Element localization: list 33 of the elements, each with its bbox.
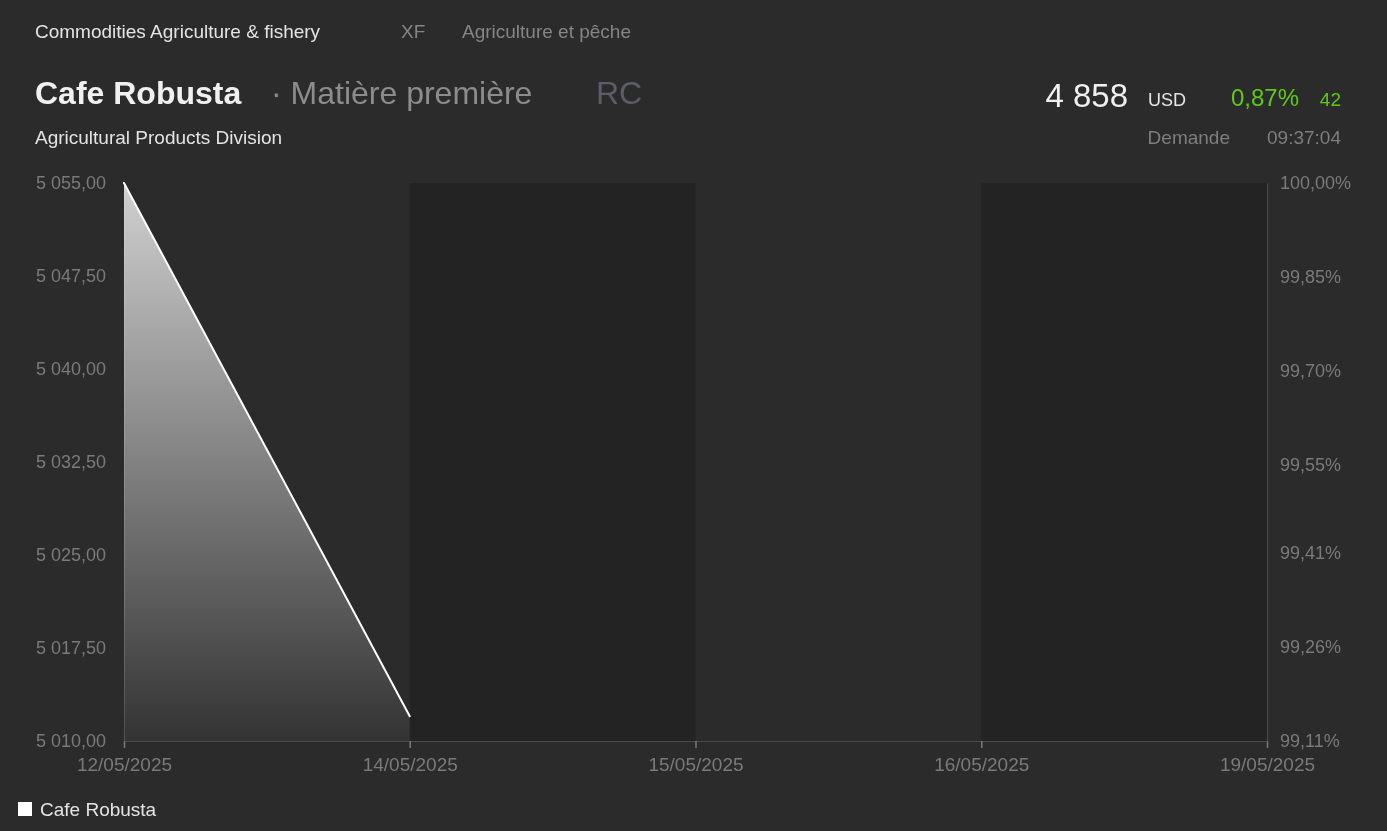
y2-tick-label: 99,85% bbox=[1280, 267, 1342, 288]
y-tick-label: 5 040,00 bbox=[35, 359, 106, 380]
x-tick-label: 16/05/2025 bbox=[934, 754, 1030, 776]
y-tick-label: 5 025,00 bbox=[35, 545, 106, 566]
y-tick-label: 5 032,50 bbox=[35, 452, 106, 473]
y2-tick-label: 99,70% bbox=[1280, 361, 1342, 382]
text: 09:37:04 bbox=[1267, 127, 1342, 148]
text: 4 858 bbox=[1045, 77, 1128, 114]
text: · Matière première bbox=[271, 75, 533, 111]
x-tick-label: 12/05/2025 bbox=[76, 754, 173, 776]
y2-tick-label: 99,11% bbox=[1280, 731, 1340, 752]
y-tick-label: 5 047,50 bbox=[35, 266, 106, 287]
y2-tick-label: 99,26% bbox=[1280, 637, 1342, 658]
text: Agriculture et pêche bbox=[462, 21, 631, 42]
legend-label: Cafe Robusta bbox=[40, 798, 157, 820]
y2-tick-label: 100,00% bbox=[1280, 173, 1352, 194]
y2-tick-label: 99,41% bbox=[1280, 543, 1342, 564]
x-tick-label: 14/05/2025 bbox=[362, 754, 458, 776]
y-tick-label: 5 055,00 bbox=[35, 173, 106, 194]
text: 0,87% bbox=[1230, 84, 1299, 111]
x-tick-label: 19/05/2025 bbox=[1219, 754, 1316, 776]
chart-subtitle: Agricultural Products Division bbox=[35, 127, 283, 148]
text: Commodities Agriculture & fishery bbox=[35, 21, 321, 42]
text: RC bbox=[596, 75, 643, 111]
chart-title: Cafe Robusta bbox=[35, 75, 242, 111]
x-tick-label: 15/05/2025 bbox=[648, 754, 744, 776]
text: XF bbox=[401, 21, 426, 42]
text: USD bbox=[1147, 90, 1186, 110]
y-tick-label: 5 010,00 bbox=[35, 731, 106, 752]
text: Demande bbox=[1147, 127, 1230, 148]
y-tick-label: 5 017,50 bbox=[35, 638, 106, 659]
y2-tick-label: 99,55% bbox=[1280, 455, 1342, 476]
text: 42 bbox=[1319, 89, 1341, 110]
